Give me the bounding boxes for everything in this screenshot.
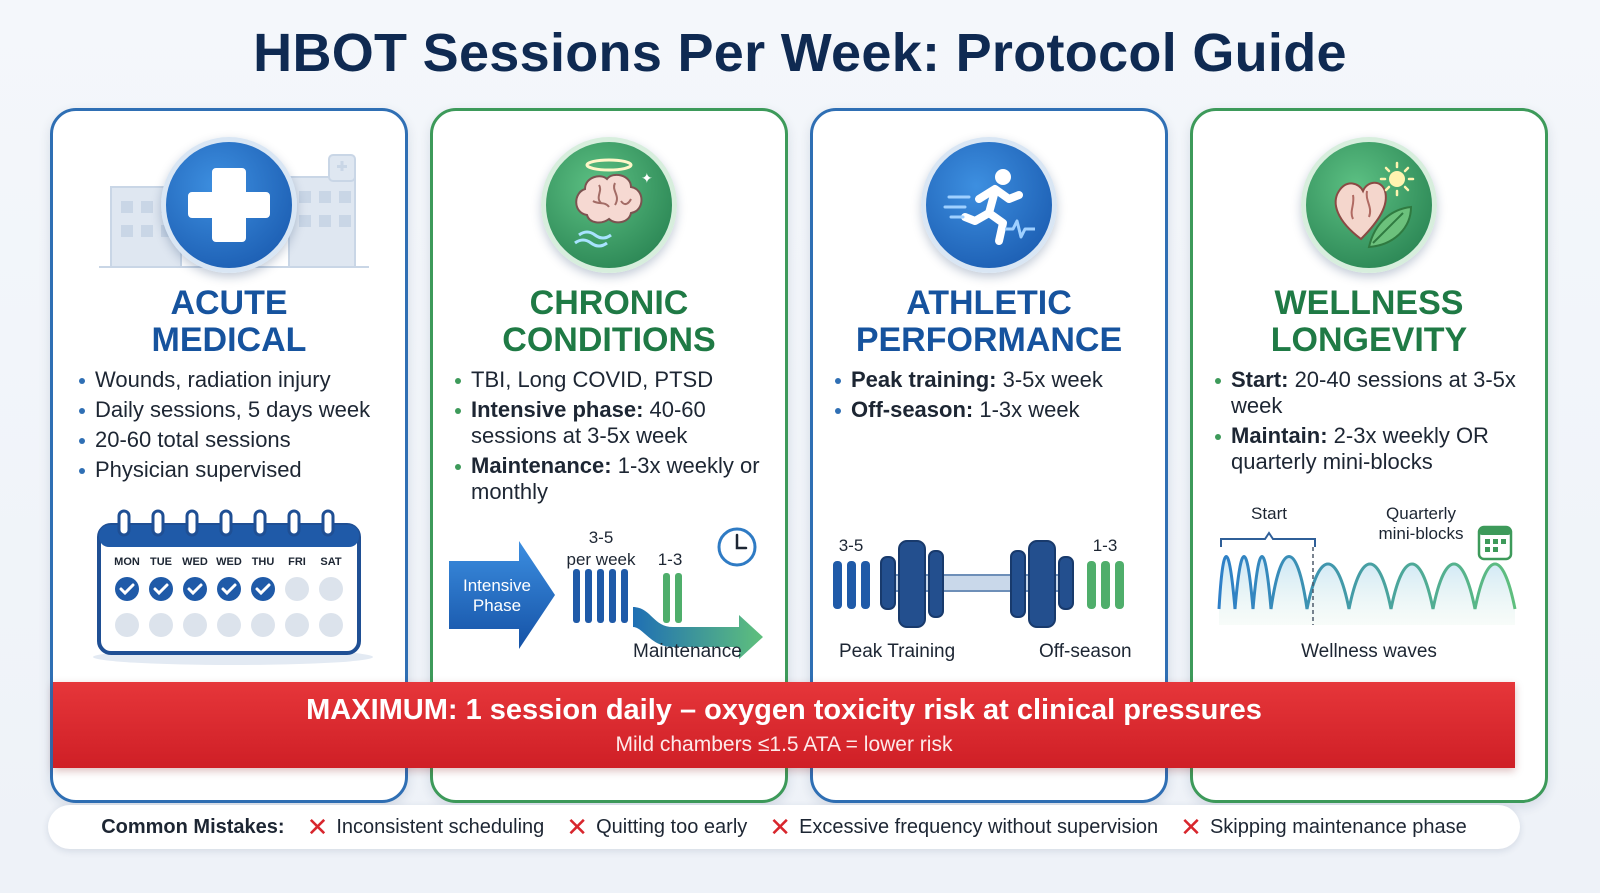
bullet-text: Physician supervised (95, 457, 302, 482)
quarterly-label-line1: Quarterly (1386, 504, 1456, 523)
bullet-list: TBI, Long COVID, PTSD Intensive phase: 4… (453, 367, 771, 509)
offseason-label: Off-season (1039, 641, 1132, 662)
maintenance-label: Maintenance (633, 641, 742, 662)
x-mark-icon: ✕ (769, 812, 792, 842)
calendar-icon (1477, 525, 1513, 561)
mistake-text: Quitting too early (596, 815, 748, 838)
card-title: ACUTE MEDICAL (53, 285, 405, 359)
x-mark-icon: ✕ (1180, 812, 1202, 842)
banner-main-text: MAXIMUM: 1 session daily – oxygen toxici… (306, 694, 1262, 726)
list-item: Wounds, radiation injury (77, 367, 391, 393)
list-item: Physician supervised (77, 457, 391, 483)
bullet-list: Peak training: 3-5x week Off-season: 1-3… (833, 367, 1151, 427)
banner-sub-text: Mild chambers ≤1.5 ATA = lower risk (615, 733, 953, 756)
mistakes-label: Common Mistakes: (101, 815, 285, 838)
start-label: Start (1251, 504, 1287, 523)
calendar-day-label: MON (114, 556, 140, 568)
intensive-to-maintenance-graphic: Intensive Phase 3-5 3-5 per week 1-3 (449, 527, 763, 659)
heart-leaf-icon (1301, 137, 1437, 273)
bullet-text: 20-60 total sessions (95, 427, 291, 452)
card-title-line2: CONDITIONS (502, 321, 716, 359)
list-item: TBI, Long COVID, PTSD (453, 367, 771, 393)
wellness-waves-graphic: Start Quarterly mini-blocks (1217, 504, 1517, 625)
list-item: 20-60 total sessions (77, 427, 391, 453)
clock-icon (717, 527, 757, 567)
mistake-text: Inconsistent scheduling (336, 815, 545, 838)
quarterly-label-line2: mini-blocks (1378, 524, 1463, 543)
calendar-day-label: TUE (150, 556, 172, 568)
bullet-list: Wounds, radiation injury Daily sessions,… (77, 367, 391, 487)
page-title: HBOT Sessions Per Week: Protocol Guide (253, 23, 1347, 83)
card-title-line2: MEDICAL (151, 321, 307, 359)
dumbbell-graphic: 3-5 1-3 (833, 536, 1124, 628)
bullet-list: Start: 20-40 sessions at 3-5x week Maint… (1213, 367, 1531, 479)
card-title-line2: PERFORMANCE (855, 321, 1123, 359)
peak-rate-label: 3-5 (839, 536, 864, 555)
calendar-day-label: SAT (320, 556, 341, 568)
card-title-line1: CHRONIC (529, 284, 689, 322)
card-title-line1: ATHLETIC (906, 284, 1072, 322)
peak-training-label: Peak Training (839, 641, 956, 662)
card-title-line2: LONGEVITY (1270, 321, 1468, 359)
bullet-text: 20-40 sessions at 3-5x week (1231, 367, 1516, 418)
list-item: Intensive phase: 40-60 sessions at 3-5x … (453, 397, 771, 449)
mistake-item: ✕ Quitting too early (566, 814, 747, 840)
maximum-warning-banner: MAXIMUM: 1 session daily – oxygen toxici… (53, 682, 1515, 768)
medical-cross-icon (161, 137, 297, 273)
bullet-bold: Intensive phase: (471, 397, 644, 422)
brain-icon: ✦ (541, 137, 677, 273)
hospital-building-icon (99, 154, 369, 268)
intensive-phase-arrow (449, 541, 555, 649)
list-item: Peak training: 3-5x week (833, 367, 1151, 393)
offseason-rate-label: 1-3 (1093, 536, 1118, 555)
bullet-bold: Maintenance: (471, 453, 612, 478)
bullet-text: 40-60 sessions at 3-5x week (471, 397, 706, 448)
calendar-icon: MON TUE WED WED THU FRI SAT (93, 509, 373, 665)
list-item: Daily sessions, 5 days week (77, 397, 391, 423)
svg-text:✦: ✦ (641, 171, 653, 187)
card-title: CHRONIC CONDITIONS (433, 285, 785, 359)
calendar-day-label: WED (182, 556, 208, 568)
bullet-text: 2-3x weekly OR quarterly mini-blocks (1231, 423, 1489, 474)
card-title: WELLNESS LONGEVITY (1193, 285, 1545, 359)
list-item: Start: 20-40 sessions at 3-5x week (1213, 367, 1531, 419)
mistake-item: ✕ Inconsistent scheduling (307, 814, 545, 840)
bullet-bold: Off-season: (851, 397, 974, 422)
bullet-bold: Peak training: (851, 367, 997, 392)
list-item: Maintenance: 1-3x weekly or monthly (453, 453, 771, 505)
bullet-text: 1-3x weekly or monthly (471, 453, 760, 504)
bullet-bold: Maintain: (1231, 423, 1328, 448)
mistake-item: ✕ Skipping maintenance phase (1180, 814, 1467, 840)
card-title-line1: ACUTE (170, 284, 288, 322)
bullet-text: 1-3x week (973, 397, 1080, 422)
bullet-text: Daily sessions, 5 days week (95, 397, 371, 422)
arrow-label-line2: Phase (473, 596, 521, 615)
wellness-waves-label: Wellness waves (1301, 641, 1437, 662)
bullet-text: Wounds, radiation injury (95, 367, 331, 392)
runner-icon (921, 137, 1057, 273)
maintenance-rate: 1-3 (658, 550, 683, 569)
bullet-text: 3-5x week (996, 367, 1103, 392)
list-item: Off-season: 1-3x week (833, 397, 1151, 423)
mistake-text: Excessive frequency without supervision (799, 815, 1159, 838)
mistake-item: ✕ Excessive frequency without supervision (769, 814, 1158, 840)
card-title: ATHLETIC PERFORMANCE (813, 285, 1165, 359)
calendar-day-label: WED (216, 556, 242, 568)
calendar-day-label: FRI (288, 556, 306, 568)
card-title-line1: WELLNESS (1274, 284, 1464, 322)
arrow-label-line1: Intensive (463, 576, 531, 595)
mistake-text: Skipping maintenance phase (1209, 815, 1467, 838)
x-mark-icon: ✕ (306, 812, 329, 842)
list-item: Maintain: 2-3x weekly OR quarterly mini-… (1213, 423, 1531, 475)
bullet-text: TBI, Long COVID, PTSD (471, 367, 714, 392)
common-mistakes-bar: Common Mistakes: ✕ Inconsistent schedulin… (48, 805, 1520, 849)
rate-label-bottom: per week (567, 550, 636, 569)
bullet-bold: Start: (1231, 367, 1289, 392)
maintenance-arrow (633, 607, 763, 659)
x-mark-icon: ✕ (566, 812, 589, 842)
calendar-day-label: THU (252, 556, 275, 568)
rate-label-top: 3-5 (589, 528, 614, 547)
